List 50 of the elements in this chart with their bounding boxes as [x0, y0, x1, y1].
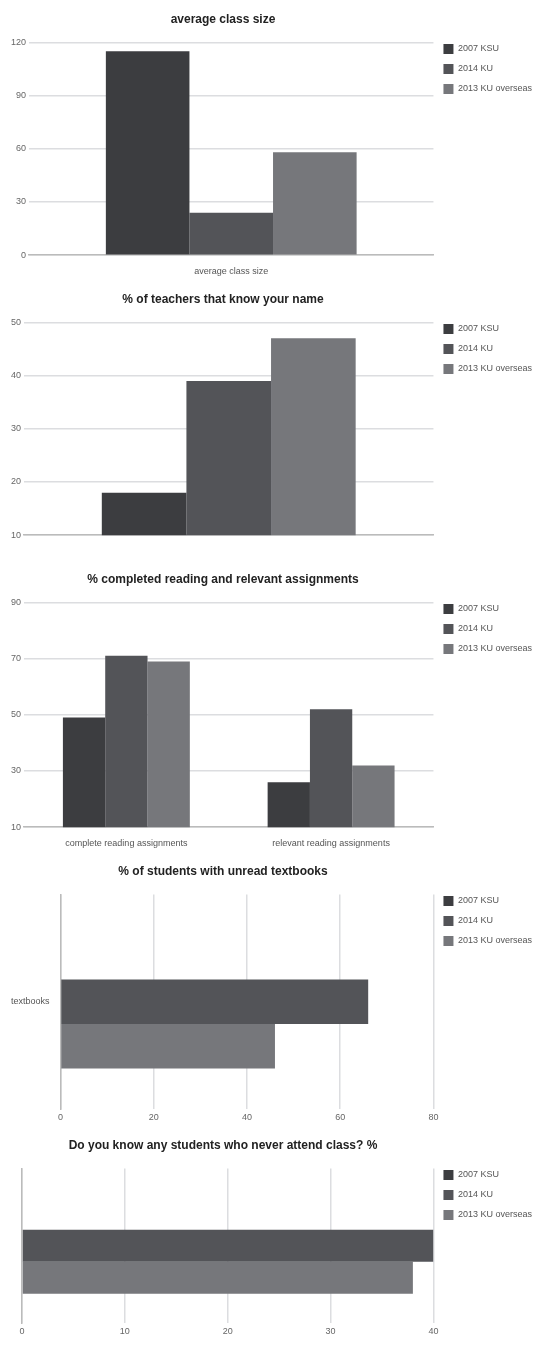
y-tick-label: 50 [11, 709, 22, 720]
legend-label: 2014 KU [457, 63, 493, 74]
y-tick-label: 20 [11, 476, 22, 487]
bar [273, 152, 357, 255]
legend-label: 2007 KSU [457, 603, 499, 614]
legend-label: 2014 KU [457, 915, 493, 926]
x-tick-label: 40 [241, 1112, 252, 1123]
y-tick-label: 70 [11, 653, 22, 664]
y-tick-label: 30 [11, 765, 22, 776]
y-tick-label: 10 [11, 821, 22, 832]
y-tick-label: 30 [11, 423, 22, 434]
legend-label: 2007 KSU [457, 895, 499, 906]
y-tick-label: 10 [11, 529, 22, 540]
legend-label: 2013 KU overseas [457, 643, 533, 654]
x-tick-label: 80 [428, 1112, 439, 1123]
legend-label: 2013 KU overseas [457, 363, 533, 374]
legend-label: 2007 KSU [457, 323, 499, 334]
bar [189, 212, 274, 255]
x-tick-label: 20 [148, 1112, 159, 1123]
x-tick-label: 30 [325, 1326, 336, 1337]
legend-label: 2013 KU overseas [457, 935, 533, 946]
y-tick-label: 60 [16, 143, 27, 154]
legend-label: 2013 KU overseas [457, 1209, 533, 1220]
y-tick-label: 120 [10, 36, 27, 47]
x-tick-label: relevant reading assignments [272, 838, 391, 849]
legend-label: 2014 KU [457, 623, 493, 634]
x-tick-label: 0 [58, 1112, 64, 1123]
y-tick-label: 90 [16, 90, 27, 101]
x-tick-label: 20 [222, 1326, 233, 1337]
bar [105, 51, 190, 255]
legend-label: 2007 KSU [457, 1169, 499, 1180]
x-tick-label: 60 [335, 1112, 346, 1123]
x-tick-label: complete reading assignments [65, 838, 188, 849]
x-tick-label: 10 [119, 1326, 130, 1337]
legend-label: 2013 KU overseas [457, 83, 533, 94]
legend-label: 2014 KU [457, 1189, 493, 1200]
y-tick-label: 50 [11, 316, 22, 327]
y-tick-label: 30 [16, 196, 27, 207]
y-tick-label: textbooks [10, 996, 51, 1007]
chart-title: average class size [169, 11, 277, 28]
legend-label: 2014 KU [457, 343, 493, 354]
legend-label: 2007 KSU [457, 43, 499, 54]
y-tick-label: 40 [11, 370, 22, 381]
y-tick-label: 90 [11, 596, 22, 607]
chart-title: % completed reading and relevant assignments [86, 571, 360, 588]
chart-title: Do you know any students who never attend class? % [67, 1137, 379, 1154]
chart-title: % of teachers that know your name [121, 291, 325, 308]
chart-title: % of students with unread textbooks [117, 863, 329, 880]
y-tick-label: 0 [21, 249, 27, 260]
x-tick-label: 40 [428, 1326, 439, 1337]
